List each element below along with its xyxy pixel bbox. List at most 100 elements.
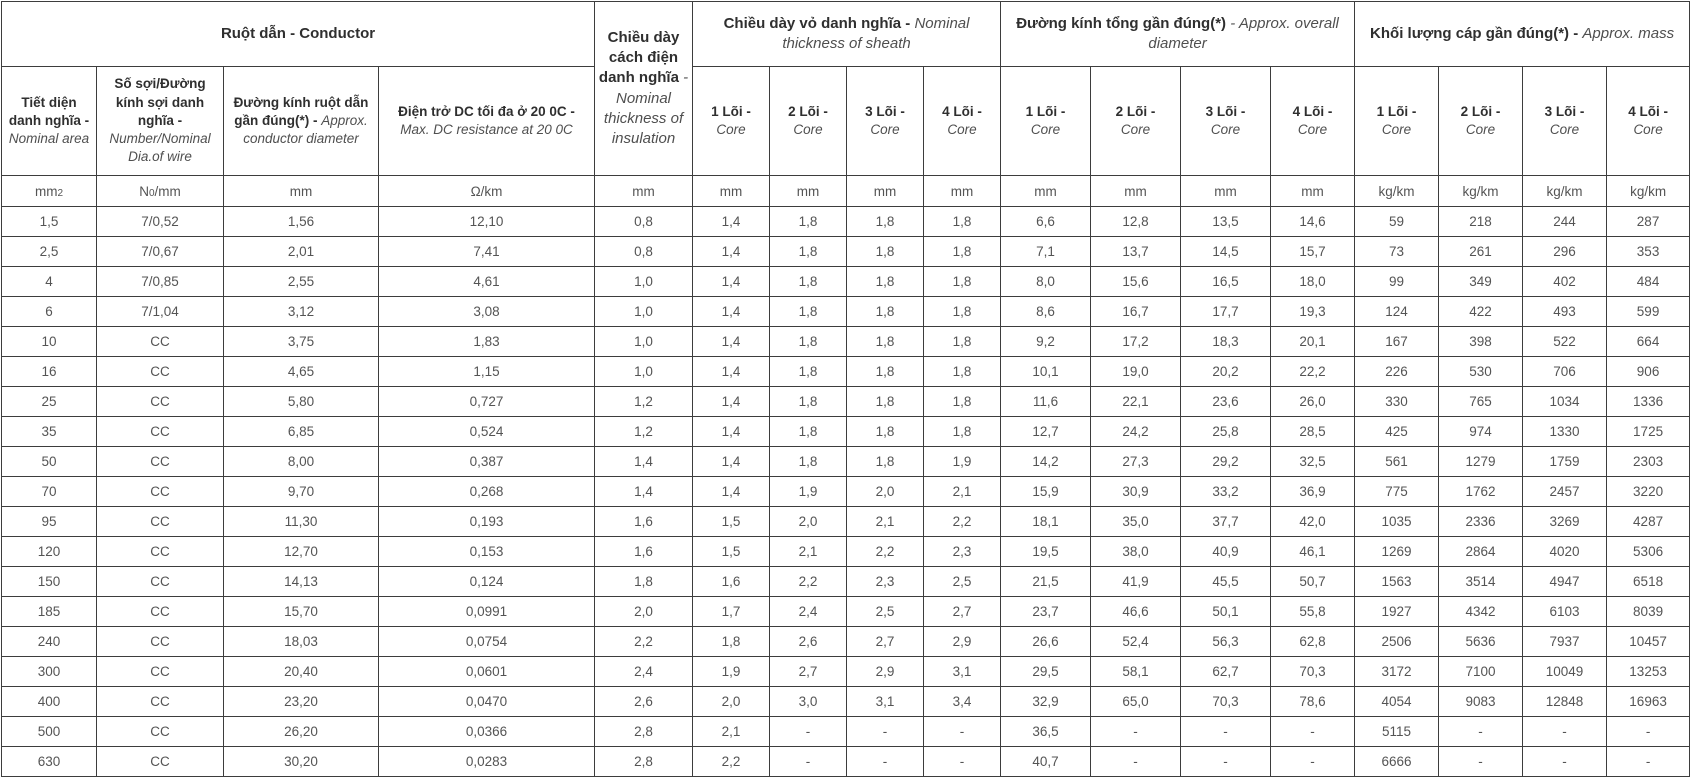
cell-r6-c13: 330	[1354, 386, 1440, 417]
cell-r10-c12: 42,0	[1270, 506, 1356, 537]
col-core-overall-2: 2 Lõi - Core	[1090, 66, 1182, 176]
cell-r5-c16: 906	[1606, 356, 1690, 387]
cell-r8-c5: 1,4	[692, 446, 771, 477]
cell-r15-c1: CC	[96, 656, 224, 687]
cell-r13-c9: 23,7	[1000, 596, 1092, 627]
cell-r3-c3: 3,08	[377, 296, 596, 327]
table-row: 95 CC 11,30 0,193 1,6 1,5 2,0 2,1 2,2 18,1 35,0 37,…	[1, 506, 1690, 537]
cell-r1-c1: 7/0,67	[96, 236, 224, 267]
cell-r11-c16: 5306	[1606, 536, 1690, 567]
cell-r12-c0: 150	[1, 566, 97, 597]
cell-r4-c10: 17,2	[1090, 326, 1182, 357]
cell-r1-c2: 2,01	[223, 236, 379, 267]
cell-r10-c0: 95	[1, 506, 97, 537]
cell-r3-c16: 599	[1606, 296, 1690, 327]
cell-r13-c10: 46,6	[1090, 596, 1182, 627]
cell-r3-c8: 1,8	[923, 296, 1002, 327]
cell-r2-c5: 1,4	[692, 266, 771, 297]
col-insulation-en: - Nominal thickness of insulation	[603, 69, 689, 147]
cell-r17-c16: -	[1606, 716, 1690, 747]
col-conductor-diameter-vi: Đường kính ruột dẫn gần đúng(*) -	[233, 94, 369, 128]
table-row: 185 CC 15,70 0,0991 2,0 1,7 2,4 2,5 2,7 23,7 46,6 5…	[1, 596, 1690, 627]
table-row: 35 CC 6,85 0,524 1,2 1,4 1,8 1,8 1,8 12,7 24,2 25,8…	[1, 416, 1690, 447]
cell-r4-c13: 167	[1354, 326, 1440, 357]
cell-r0-c3: 12,10	[377, 206, 596, 237]
cell-r1-c16: 353	[1606, 236, 1690, 267]
cell-r15-c15: 10049	[1522, 656, 1608, 687]
cell-r12-c11: 45,5	[1180, 566, 1272, 597]
col-dc-resistance: Điện trở DC tối đa ở 20 0C - Max. DC res…	[377, 66, 596, 176]
cell-r6-c5: 1,4	[692, 386, 771, 417]
cell-r15-c7: 2,9	[846, 656, 925, 687]
cell-r2-c9: 8,0	[1000, 266, 1092, 297]
cell-r9-c10: 30,9	[1090, 476, 1182, 507]
cell-r2-c13: 99	[1354, 266, 1440, 297]
cell-r7-c6: 1,8	[769, 416, 848, 447]
cell-r10-c13: 1035	[1354, 506, 1440, 537]
core-label-vi: 1 Lõi -	[1376, 103, 1417, 119]
group-overall-vi: Đường kính tổng gần đúng(*)	[1016, 14, 1227, 32]
cell-r7-c2: 6,85	[223, 416, 379, 447]
cell-r10-c9: 18,1	[1000, 506, 1092, 537]
core-label-en: Core	[1210, 122, 1241, 137]
cell-r6-c10: 22,1	[1090, 386, 1182, 417]
cell-r8-c11: 29,2	[1180, 446, 1272, 477]
cell-r14-c10: 52,4	[1090, 626, 1182, 657]
cell-r6-c16: 1336	[1606, 386, 1690, 417]
cell-r2-c16: 484	[1606, 266, 1690, 297]
cell-r13-c16: 8039	[1606, 596, 1690, 627]
group-conductor: Ruột dẫn - Conductor	[0, 1, 596, 67]
cell-r9-c2: 9,70	[223, 476, 379, 507]
cell-r14-c16: 10457	[1606, 626, 1690, 657]
cell-r18-c5: 2,2	[692, 746, 771, 777]
cell-r11-c14: 2864	[1438, 536, 1524, 567]
cell-r0-c13: 59	[1354, 206, 1440, 237]
cell-r11-c9: 19,5	[1000, 536, 1092, 567]
cell-r17-c3: 0,0366	[377, 716, 596, 747]
cell-r12-c15: 4947	[1522, 566, 1608, 597]
cell-r17-c15: -	[1522, 716, 1608, 747]
cell-r14-c15: 7937	[1522, 626, 1608, 657]
cell-r13-c8: 2,7	[923, 596, 1002, 627]
cell-r16-c6: 3,0	[769, 686, 848, 717]
table-row: 500 CC 26,20 0,0366 2,8 2,1- - -36,5- - -5115- - -	[1, 716, 1690, 747]
cell-r9-c4: 1,4	[594, 476, 694, 507]
table-row: 150 CC 14,13 0,124 1,8 1,6 2,2 2,3 2,5 21,5 41,9 45…	[1, 566, 1690, 597]
cell-r9-c11: 33,2	[1180, 476, 1272, 507]
cell-r1-c8: 1,8	[923, 236, 1002, 267]
cell-r5-c6: 1,8	[769, 356, 848, 387]
cell-r11-c2: 12,70	[223, 536, 379, 567]
cell-r5-c13: 226	[1354, 356, 1440, 387]
cell-r5-c4: 1,0	[594, 356, 694, 387]
group-sheath-vi: Chiều dày vỏ danh nghĩa -	[723, 14, 911, 32]
group-overall-en: - Approx. overall diameter	[1148, 14, 1339, 52]
core-label-vi: 3 Lõi -	[865, 103, 905, 119]
cell-r0-c0: 1,5	[1, 206, 97, 237]
col-core-overall-4: 4 Lõi - Core	[1270, 66, 1356, 176]
cell-r0-c15: 244	[1522, 206, 1608, 237]
cell-r8-c9: 14,2	[1000, 446, 1092, 477]
cell-r16-c11: 70,3	[1180, 686, 1272, 717]
cell-r6-c2: 5,80	[223, 386, 379, 417]
cell-r12-c4: 1,8	[594, 566, 694, 597]
cell-r18-c7: -	[846, 746, 925, 777]
cell-r3-c10: 16,7	[1090, 296, 1182, 327]
cell-r6-c9: 11,6	[1000, 386, 1092, 417]
cell-r3-c0: 6	[1, 296, 97, 327]
cell-r3-c9: 8,6	[1000, 296, 1092, 327]
cell-r14-c14: 5636	[1438, 626, 1524, 657]
col-dc-resistance-en: Max. DC resistance at 20 0C	[400, 122, 573, 137]
unit-cell-12: mm	[1270, 175, 1356, 207]
cell-r7-c1: CC	[96, 416, 224, 447]
col-dc-resistance-vi: Điện trở DC tối đa ở 20 0C -	[398, 103, 575, 119]
col-nominal-area: Tiết diện danh nghĩa - Nominal area	[1, 66, 97, 176]
cell-r2-c12: 18,0	[1270, 266, 1356, 297]
cell-r5-c9: 10,1	[1000, 356, 1092, 387]
cell-r17-c14: -	[1438, 716, 1524, 747]
cell-r18-c3: 0,0283	[377, 746, 596, 777]
cell-r1-c13: 73	[1354, 236, 1440, 267]
table-row: 70 CC 9,70 0,268 1,4 1,4 1,9 2,0 2,1 15,9 30,9 33,2…	[1, 476, 1690, 507]
cell-r17-c7: -	[846, 716, 925, 747]
group-mass: Khối lượng cáp gần đúng(*) - Approx. mas…	[1354, 1, 1690, 67]
cell-r0-c12: 14,6	[1270, 206, 1356, 237]
